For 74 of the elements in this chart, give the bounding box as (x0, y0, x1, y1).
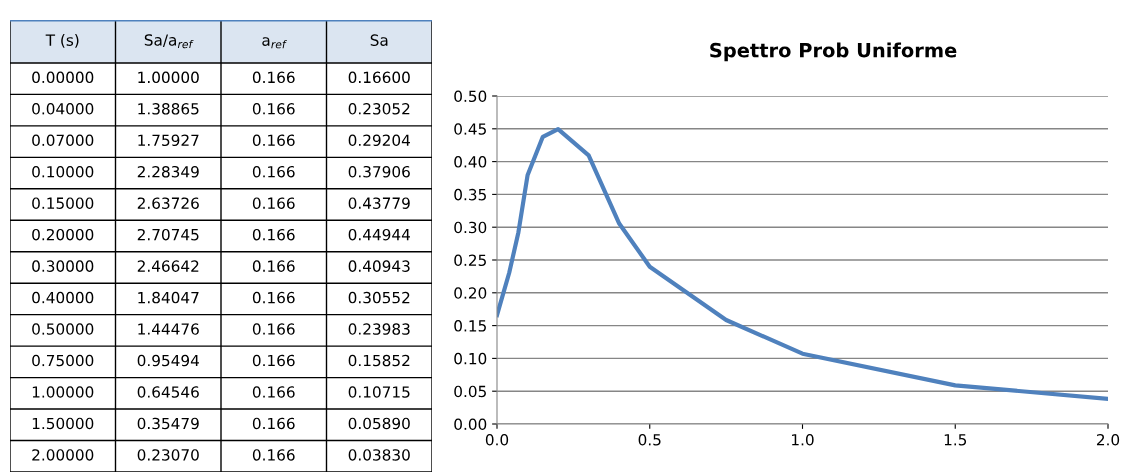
text: 0.166 (252, 417, 295, 430)
text: 0.15000 (32, 197, 94, 209)
text: 0.50000 (32, 323, 94, 335)
text: 2.46642 (137, 260, 199, 272)
text: 0.35479 (137, 417, 199, 430)
y-tick-label: 0.35 (454, 188, 486, 201)
text: 0.166 (252, 197, 295, 209)
text: 0.00000 (32, 71, 94, 84)
y-tick-label: 0.30 (454, 221, 487, 234)
x-tick-label: 2.0 (1096, 433, 1120, 446)
text: 1.84047 (138, 291, 199, 304)
text: 0.166 (252, 228, 295, 241)
text: 2.00000 (32, 449, 94, 461)
text: 0.64546 (137, 386, 199, 398)
text: 0.166 (252, 354, 295, 367)
text: 0.166 (252, 386, 295, 398)
text: 1.38865 (138, 103, 199, 115)
text: 0.10715 (348, 386, 410, 398)
text: 0.30000 (32, 260, 94, 272)
text: 0.07000 (32, 134, 94, 147)
text: 0.43779 (348, 197, 410, 209)
line-series (497, 127, 1108, 401)
category-label: Sa (370, 34, 388, 46)
text: 1.00000 (32, 386, 94, 398)
text: 0.05890 (348, 417, 410, 430)
text: 0.16600 (348, 71, 410, 84)
y-tick-label: 0.45 (454, 123, 486, 135)
x-tick-label: 1.0 (792, 433, 814, 446)
y-tick-label: 0.50 (454, 90, 487, 103)
text: 0.166 (252, 134, 295, 147)
text: 0.30552 (348, 291, 410, 304)
text: 0.23070 (137, 449, 199, 461)
text: 0.10000 (32, 165, 94, 178)
text: 0.166 (252, 260, 295, 272)
text: 0.44944 (348, 228, 410, 241)
x-tick-label: 0.5 (638, 433, 661, 446)
text: 2.63726 (137, 197, 199, 209)
chart-title: Spettro Prob Uniforme (710, 42, 957, 62)
x-tick-label: 1.5 (944, 434, 967, 446)
text: 0.40943 (348, 260, 410, 272)
y-tick-label: 0.00 (454, 418, 487, 431)
y-tick-label: 0.05 (454, 385, 486, 398)
text: 0.29204 (348, 134, 410, 147)
text: 0.03830 (348, 449, 410, 461)
text: 0.166 (252, 323, 295, 335)
text: 2.28349 (137, 165, 199, 178)
text: 0.166 (252, 291, 295, 304)
category-label: a$_{ref}$ (262, 37, 287, 49)
text: 0.166 (252, 103, 295, 115)
text: 0.37906 (348, 165, 410, 178)
category-label: T (s) (45, 34, 79, 48)
text: 0.20000 (32, 228, 94, 241)
text: 2.70745 (137, 228, 199, 241)
x-tick-label: 0.0 (485, 433, 509, 446)
text: 1.75927 (138, 134, 199, 147)
y-tick-label: 0.40 (454, 156, 487, 168)
y-tick-label: 0.25 (454, 254, 486, 267)
text: 0.40000 (32, 291, 94, 304)
y-tick-label: 0.15 (454, 320, 486, 332)
y-tick-label: 0.20 (454, 287, 487, 299)
text: 0.166 (252, 165, 295, 178)
text: 0.95494 (137, 354, 199, 367)
text: 1.44476 (138, 323, 199, 335)
text: 0.15852 (348, 354, 410, 367)
text: 1.50000 (32, 417, 94, 430)
y-tick-label: 0.10 (454, 352, 487, 365)
text: 0.166 (252, 449, 295, 461)
text: 0.23052 (348, 103, 410, 115)
text: 0.75000 (32, 354, 94, 367)
text: 0.23983 (348, 323, 410, 335)
text: 1.00000 (138, 71, 199, 84)
category-label: Sa/a$_{ref}$ (144, 34, 194, 49)
text: 0.166 (252, 71, 295, 84)
text: 0.04000 (32, 103, 94, 115)
